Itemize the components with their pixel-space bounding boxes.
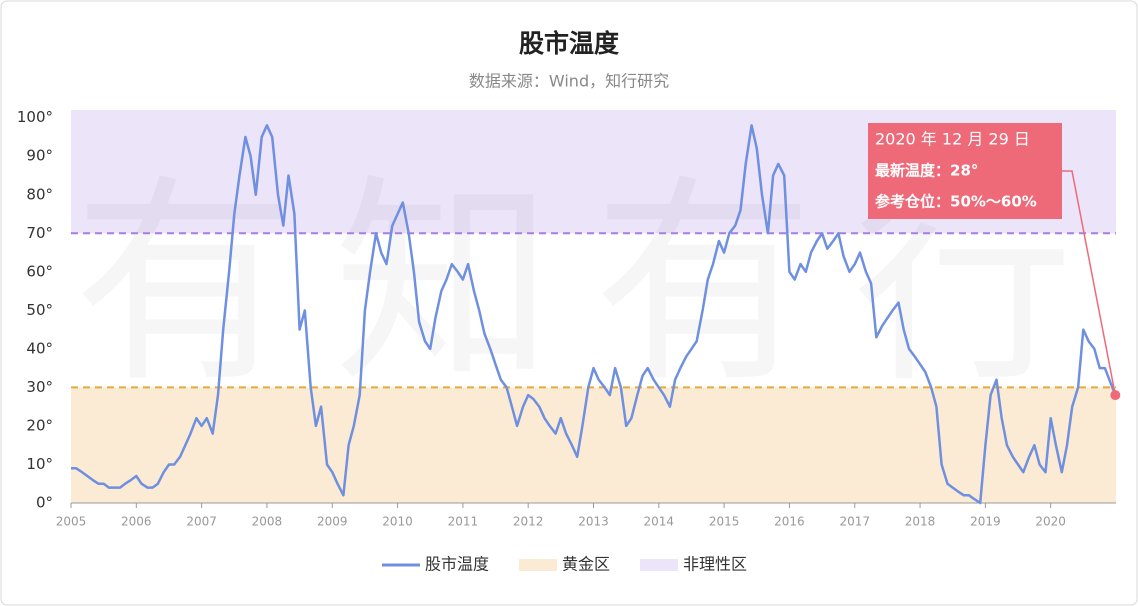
legend-label: 股市温度 bbox=[425, 555, 489, 574]
x-tick-label: 2008 bbox=[252, 515, 283, 529]
latest-point bbox=[1110, 390, 1121, 401]
annotation-text: 参考仓位：50%～60% bbox=[875, 193, 1037, 211]
x-tick-label: 2005 bbox=[56, 515, 87, 529]
x-tick-label: 2006 bbox=[121, 515, 152, 529]
annotation-box bbox=[868, 123, 1062, 219]
x-tick-label: 2017 bbox=[839, 515, 870, 529]
y-tick-label: 80° bbox=[26, 185, 53, 203]
x-tick-label: 2007 bbox=[186, 515, 217, 529]
x-tick-label: 2013 bbox=[578, 515, 609, 529]
x-tick-label: 2020 bbox=[1035, 515, 1066, 529]
y-tick-label: 70° bbox=[26, 224, 53, 242]
y-tick-label: 50° bbox=[26, 301, 53, 319]
legend-label: 黄金区 bbox=[562, 555, 610, 574]
y-tick-label: 30° bbox=[26, 378, 53, 396]
legend-swatch bbox=[519, 559, 558, 571]
annotation-text: 2020 年 12 月 29 日 bbox=[875, 130, 1030, 149]
x-tick-label: 2011 bbox=[448, 515, 479, 529]
chart-title: 股市温度 bbox=[519, 29, 619, 58]
y-tick-label: 20° bbox=[26, 416, 53, 434]
y-tick-label: 0° bbox=[36, 494, 53, 512]
x-tick-label: 2009 bbox=[317, 515, 348, 529]
band bbox=[71, 387, 1116, 503]
chart-subtitle: 数据来源：Wind，知行研究 bbox=[469, 72, 669, 91]
legend-label: 非理性区 bbox=[683, 555, 747, 574]
x-tick-label: 2012 bbox=[513, 515, 544, 529]
x-tick-label: 2016 bbox=[774, 515, 805, 529]
annotation-text: 最新温度：28° bbox=[875, 162, 978, 180]
y-tick-label: 90° bbox=[26, 147, 53, 165]
legend-swatch bbox=[640, 559, 679, 571]
y-tick-label: 10° bbox=[26, 455, 53, 473]
x-tick-label: 2010 bbox=[382, 515, 413, 529]
x-tick-label: 2014 bbox=[644, 515, 675, 529]
y-tick-label: 100° bbox=[17, 108, 53, 126]
y-tick-label: 60° bbox=[26, 262, 53, 280]
annotation-leader bbox=[1062, 170, 1117, 396]
x-tick-label: 2015 bbox=[709, 515, 740, 529]
y-tick-label: 40° bbox=[26, 339, 53, 357]
data-line bbox=[71, 124, 1117, 505]
x-tick-label: 2018 bbox=[905, 515, 936, 529]
x-tick-label: 2019 bbox=[970, 515, 1001, 529]
